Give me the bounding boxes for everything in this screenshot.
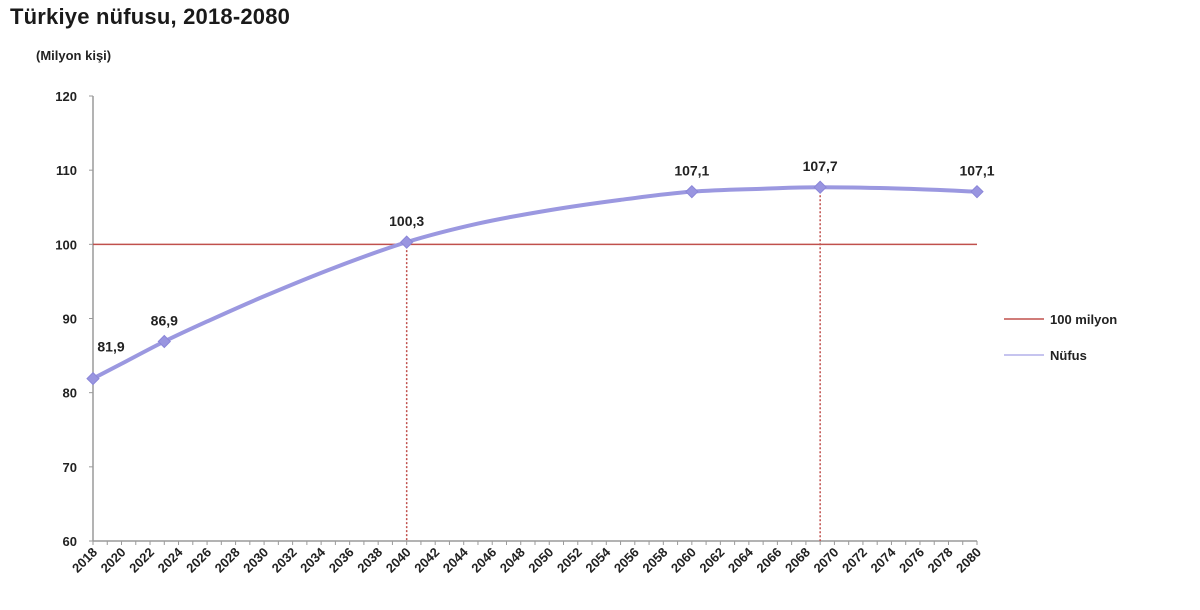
data-labels: 81,9 86,9 100,3 107,1 107,7 107,1 (97, 158, 994, 354)
x-tick-label: 2030 (240, 545, 271, 576)
x-tick-label: 2058 (639, 545, 670, 576)
y-axis-unit-label: (Milyon kişi) (36, 48, 112, 63)
data-label: 107,1 (674, 163, 709, 179)
x-tick-label: 2062 (696, 545, 727, 576)
diamond-marker-icon (157, 334, 171, 349)
x-tick-label: 2072 (839, 545, 870, 576)
x-tick-label: 2048 (497, 545, 528, 576)
x-tick-label: 2034 (297, 544, 329, 576)
y-tick-label: 70 (63, 460, 77, 475)
chart-title: Türkiye nüfusu, 2018-2080 (10, 4, 291, 29)
data-label: 107,7 (803, 158, 838, 174)
x-tick-label: 2040 (383, 545, 414, 576)
legend: 100 milyon Nüfus (1004, 312, 1117, 363)
y-axis: 60 70 80 90 100 110 120 (55, 89, 94, 549)
legend-label: Nüfus (1050, 348, 1087, 363)
x-tick-label: 2042 (411, 545, 442, 576)
x-tick-label: 2074 (868, 544, 900, 576)
x-tick-label: 2024 (155, 544, 187, 576)
x-tick-label: 2022 (126, 545, 157, 576)
x-tick-label: 2054 (582, 544, 614, 576)
population-series (86, 180, 984, 386)
x-tick-label: 2064 (725, 544, 757, 576)
x-tick-label: 2028 (212, 545, 243, 576)
diamond-marker-icon (399, 235, 414, 249)
diamond-marker-icon (685, 184, 699, 199)
droplines (405, 187, 821, 541)
x-tick-label: 2056 (611, 545, 642, 576)
data-label: 86,9 (151, 312, 178, 328)
y-tick-label: 80 (63, 386, 77, 401)
x-tick-label: 2078 (925, 545, 956, 576)
x-tick-label: 2076 (896, 545, 927, 576)
x-tick-label: 2060 (668, 545, 699, 576)
y-tick-label: 120 (55, 89, 77, 104)
diamond-marker-icon (970, 184, 984, 199)
diamond-marker-icon (813, 180, 827, 194)
x-axis: 2018202020222024202620282030203220342036… (69, 540, 984, 576)
data-label: 107,1 (959, 163, 994, 179)
x-tick-label: 2044 (440, 544, 472, 576)
x-tick-label: 2018 (69, 545, 100, 576)
x-tick-label: 2050 (525, 545, 556, 576)
x-tick-label: 2052 (554, 545, 585, 576)
y-tick-label: 110 (56, 163, 77, 178)
y-tick-label: 100 (55, 237, 77, 252)
x-tick-label: 2070 (810, 545, 841, 576)
x-tick-label: 2026 (183, 545, 214, 576)
data-label: 81,9 (97, 339, 124, 355)
x-tick-label: 2038 (354, 545, 385, 576)
population-line (91, 185, 979, 381)
x-tick-label: 2020 (98, 545, 129, 576)
x-tick-label: 2046 (468, 545, 499, 576)
x-tick-label: 2032 (269, 545, 300, 576)
x-tick-label: 2068 (782, 545, 813, 576)
y-tick-label: 60 (63, 534, 77, 549)
diamond-marker-icon (86, 371, 100, 386)
data-label: 100,3 (389, 213, 424, 229)
x-tick-label: 2080 (953, 545, 984, 576)
legend-label: 100 milyon (1050, 312, 1117, 327)
x-tick-label: 2036 (326, 545, 357, 576)
x-tick-label: 2066 (753, 545, 784, 576)
y-tick-label: 90 (63, 312, 77, 327)
